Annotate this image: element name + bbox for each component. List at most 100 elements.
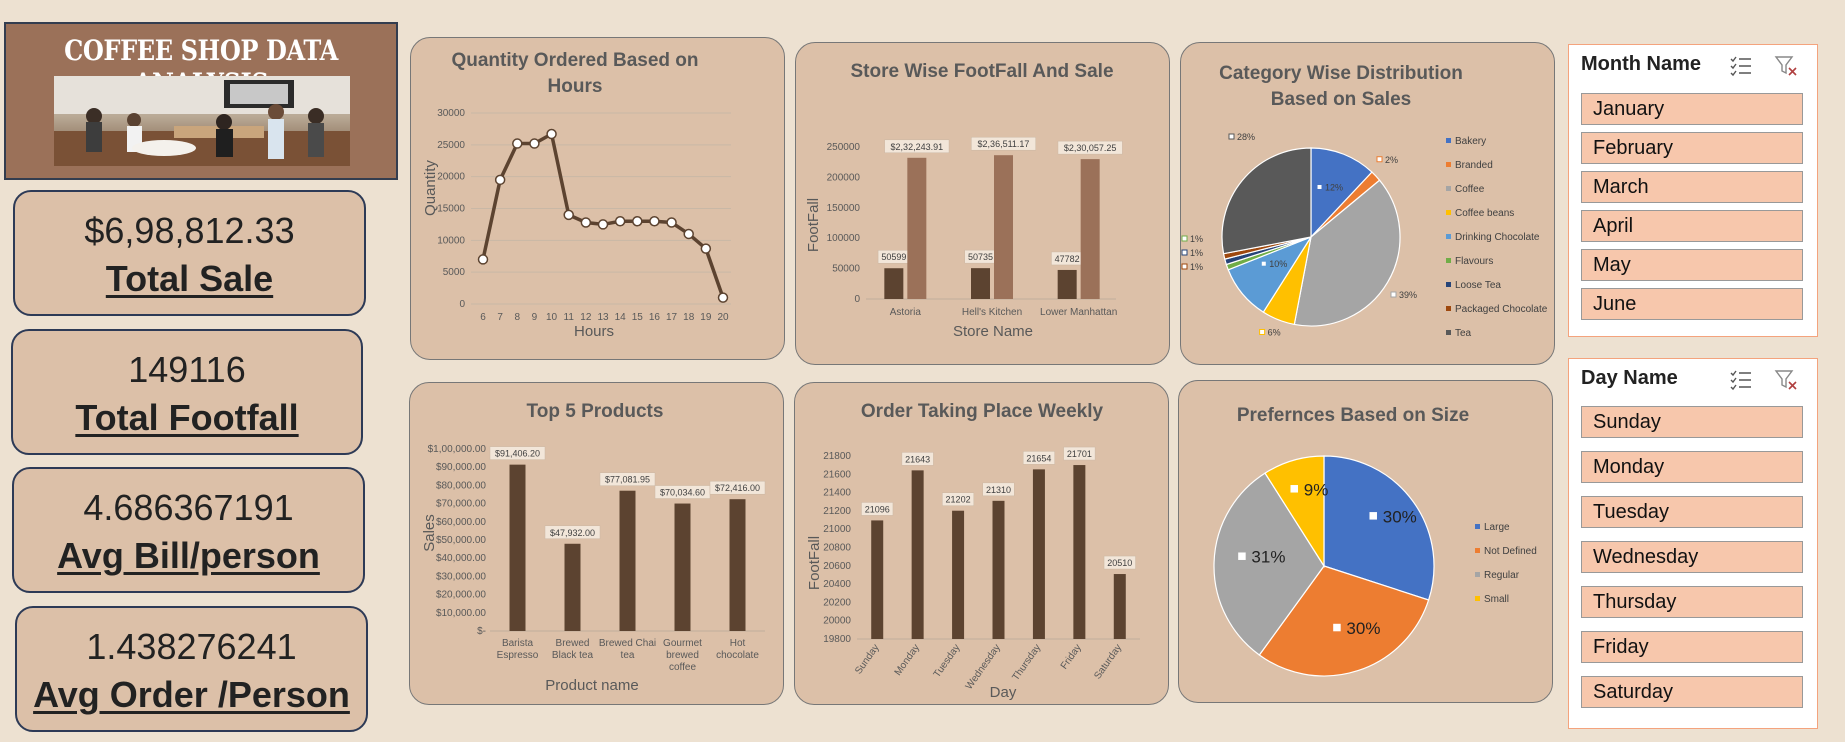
kpi-total-sale: $6,98,812.33 Total Sale [13,190,366,316]
label-marker [1367,510,1379,522]
label-marker [1181,249,1188,256]
kpi-avg-order: 1.438276241 Avg Order /Person [15,606,368,732]
data-label-box [544,525,601,540]
x-tick-label: Friday [1059,642,1084,671]
pie-slice [1264,455,1325,569]
data-label: $47,932.00 [550,528,595,538]
clear-filter-icon[interactable] [1774,55,1798,77]
pie-slice [1323,455,1435,601]
multi-select-icon[interactable] [1729,369,1753,391]
slicer-title: Day Name [1581,367,1678,389]
legend-swatch [1475,548,1480,553]
y-tick-label: 25000 [437,140,465,151]
legend-entry: Small [1484,594,1509,605]
x-tick-label: Barista [502,638,534,649]
x-tick-label: 13 [597,312,609,323]
series-line [481,131,725,299]
legend-swatch [1475,596,1480,601]
data-label-box [599,472,656,486]
chart-title: Quantity Ordered Based on [451,50,698,71]
data-point [563,209,574,221]
y-tick-label: $70,000.00 [436,499,486,510]
y-tick-label: $- [477,626,486,637]
legend-swatch [1446,234,1451,239]
chart-size: Prefernces Based on Size 30% 30% 31% 9% Large… [1213,405,1537,677]
data-label-box [861,502,894,516]
slicer-item-day-thursday[interactable]: Thursday [1581,586,1803,618]
y-tick-label: $40,000.00 [436,553,486,564]
y-tick-label: 5000 [443,267,466,278]
data-label: 47782 [1055,254,1080,264]
y-tick-label: $1,00,000.00 [428,444,487,455]
data-label: $77,081.95 [605,475,650,485]
y-tick-label: 20000 [823,616,851,627]
pie-slice [1213,472,1325,656]
x-tick-label: Brewed [556,638,590,649]
y-tick-label: 21800 [823,451,851,462]
chart-category: Category Wise Distribution Based on Sales… [1181,63,1548,339]
label-marker [1288,483,1300,495]
label-marker [1228,133,1235,140]
slicer-item-month-june[interactable]: June [1581,288,1803,320]
x-tick-label: 19 [700,312,712,323]
bar [1057,269,1077,299]
legend-swatch [1446,210,1451,215]
label-marker [1331,622,1343,633]
data-point [614,215,626,227]
data-point [632,215,643,227]
label-marker [1259,328,1266,335]
label-marker [1181,235,1188,242]
y-tick-label: 20400 [823,579,851,590]
y-tick-label: 21600 [823,469,851,480]
slicer-item-day-sunday[interactable]: Sunday [1581,406,1803,438]
legend-entry: Flavours [1455,256,1493,267]
bar [994,155,1013,299]
y-tick-label: 20000 [437,172,465,183]
y-tick-label: 250000 [827,142,861,153]
slicer-item-month-january[interactable]: January [1581,93,1803,125]
y-tick-label: 19800 [823,634,851,645]
data-point [597,219,609,230]
data-label: $72,416.00 [715,483,760,493]
slicer-item-day-monday[interactable]: Monday [1581,451,1803,483]
chart-title: Prefernces Based on Size [1237,405,1469,426]
y-tick-label: 15000 [437,204,465,215]
x-tick-label: Black tea [552,650,594,661]
data-label-box [1022,451,1055,465]
slicer-item-month-april[interactable]: April [1581,210,1803,242]
multi-select-icon[interactable] [1729,55,1753,77]
legend-entry: Coffee beans [1455,208,1514,219]
slicer-item-day-friday[interactable]: Friday [1581,631,1803,663]
slicer-item-month-february[interactable]: February [1581,132,1803,164]
pie-slice [1258,565,1430,677]
slicer-item-day-saturday[interactable]: Saturday [1581,676,1803,708]
data-label: 21643 [905,454,930,464]
y-tick-label: $90,000.00 [436,462,486,473]
pie-slice [1221,147,1312,255]
kpi-value: 149116 [128,349,246,390]
data-label-box [884,139,950,154]
slicer-month: Month Name January February March April May J… [1568,44,1818,337]
bar [911,470,924,639]
x-tick-label: Lower Manhattan [1040,307,1117,318]
bar [564,543,581,631]
slicer-item-month-may[interactable]: May [1581,249,1803,281]
y-tick-label: 20800 [823,543,851,554]
legend-swatch [1475,572,1480,577]
y-tick-label: 100000 [827,233,861,244]
slicer-item-month-march[interactable]: March [1581,171,1803,203]
x-tick-label: Espresso [497,650,539,661]
x-axis-title: Product name [545,677,638,694]
y-tick-label: $80,000.00 [436,480,486,491]
data-label: 21310 [986,485,1011,495]
coffee-shop-photo-art [54,76,350,166]
clear-filter-icon[interactable] [1774,369,1798,391]
kpi-label: Total Sale [105,258,274,299]
data-label: $2,30,057.25 [1064,143,1117,153]
y-tick-label: 10000 [437,235,465,246]
label-marker [1181,263,1188,270]
data-label-box [901,452,934,466]
slicer-item-day-wednesday[interactable]: Wednesday [1581,541,1803,573]
slicer-item-day-tuesday[interactable]: Tuesday [1581,496,1803,528]
chart-panel-stores: Store Wise FootFall And Sale 0 50000 100000… [795,42,1170,365]
